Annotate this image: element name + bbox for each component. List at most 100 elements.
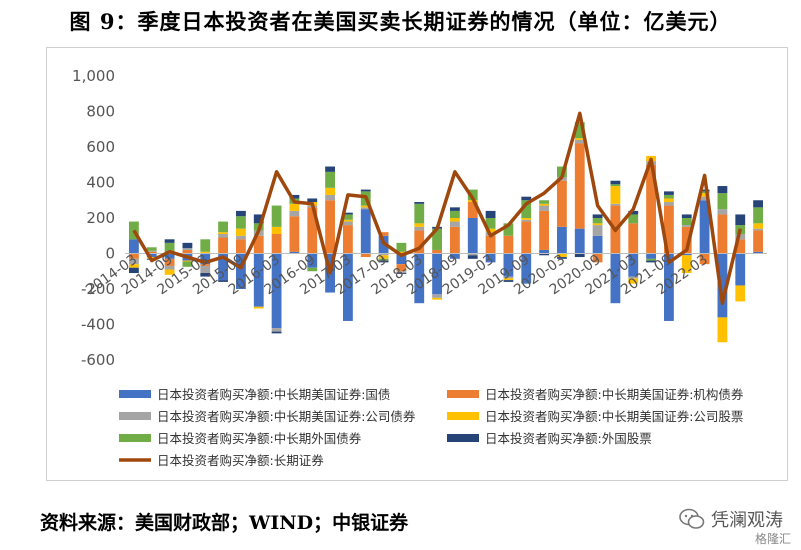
bar-segment (664, 198, 674, 203)
bar-segment (378, 253, 389, 256)
bar-segment (592, 225, 603, 236)
bar-segment (485, 210, 496, 218)
bar-segment (164, 269, 175, 275)
bar-segment (699, 200, 710, 254)
bar-segment (592, 214, 603, 218)
bar-segment (218, 237, 228, 254)
bar-segment (735, 214, 746, 226)
bar-segment (521, 200, 532, 218)
bar-segment (521, 253, 532, 284)
bar-segment (146, 253, 157, 258)
bar-segment (735, 239, 746, 254)
bar-segment (164, 242, 175, 254)
bar-segment (664, 205, 674, 254)
bar-segment (610, 253, 621, 304)
bar-segment (200, 265, 211, 274)
bar-segment (681, 253, 692, 256)
bar-segment (289, 251, 300, 254)
bar-segment (646, 164, 656, 254)
bar-segment (717, 253, 728, 318)
legend-swatch (447, 390, 479, 398)
bar-segment (236, 210, 246, 217)
legend-label: 日本投资者购买净额:外国股票 (485, 431, 652, 446)
bar-segment (164, 258, 175, 266)
bar-segment (236, 253, 246, 289)
bar-segment (699, 189, 710, 192)
bar-segment (664, 194, 674, 199)
bar-segment (450, 218, 460, 222)
bar-segment (218, 280, 228, 282)
bar-segment (681, 218, 692, 226)
bar-segment (557, 253, 567, 258)
legend-swatch (447, 434, 479, 442)
y-tick-label: 400 (86, 174, 115, 192)
legend-label: 日本投资者购买净额:中长期美国证券:公司股票 (485, 409, 743, 424)
bar-segment (360, 189, 371, 192)
bar-segment (467, 218, 478, 254)
legend-label: 日本投资者购买净额:中长期美国证券:国债 (157, 387, 390, 402)
bar-segment (717, 209, 728, 215)
bar-segment (574, 143, 585, 229)
bar-segment (414, 203, 425, 224)
bar-segment (521, 218, 532, 220)
bar-segment (628, 253, 639, 277)
bar-segment (503, 223, 514, 236)
bar-segment (146, 247, 157, 251)
legend-swatch (119, 434, 151, 442)
bar-segment (432, 249, 442, 254)
legend-label: 日本投资者购买净额:中长期美国证券:公司债券 (157, 409, 416, 424)
bar-segment (253, 306, 264, 309)
bar-segment (307, 198, 318, 203)
y-tick-label: -600 (81, 351, 115, 369)
stacked-bar-line-chart: -600-400-20002004006008001,0002014-03201… (72, 67, 767, 468)
bar-segment (396, 253, 407, 265)
bar-segment (253, 214, 264, 224)
bar-segment (681, 225, 692, 227)
bar-segment (396, 264, 407, 272)
bar-segment (343, 253, 353, 321)
bar-segment (129, 239, 139, 254)
bar-segment (735, 233, 746, 240)
bar-segment (628, 276, 639, 279)
bar-segment (218, 253, 228, 281)
chart-title: 图 9：季度日本投资者在美国买卖长期证券的情况（单位：亿美元） (69, 9, 732, 34)
bar-segment (432, 297, 442, 300)
y-tick-label: -400 (81, 316, 115, 334)
bar-segment (539, 210, 549, 250)
bar-segment (325, 194, 335, 201)
bar-segment (200, 273, 211, 277)
bar-segment (753, 230, 763, 252)
bar-segment (450, 210, 460, 218)
bar-segment (664, 253, 674, 321)
bar-segment (307, 267, 318, 272)
bar-segment (628, 223, 639, 254)
bar-segment (271, 226, 282, 234)
bar-segment (360, 253, 371, 258)
bar-segment (164, 265, 175, 270)
bar-segment (253, 253, 264, 307)
legend-label: 日本投资者购买净额:中长期美国证券:机构债券 (485, 387, 744, 402)
bar-segment (664, 191, 674, 195)
bar-segment (521, 221, 532, 254)
bar-segment (450, 207, 460, 211)
bar-segment (432, 294, 442, 298)
bar-segment (289, 210, 300, 217)
bar-segment (271, 328, 282, 332)
bar-segment (378, 260, 389, 263)
wechat-icon (679, 508, 705, 529)
bar-segment (325, 187, 335, 195)
bar-segment (664, 202, 674, 206)
bar-segment (539, 253, 549, 256)
bar-segment (699, 191, 710, 194)
y-tick-label: -200 (81, 280, 115, 298)
bar-segment (414, 253, 425, 304)
bar-segment (236, 239, 246, 254)
y-tick-label: 200 (86, 209, 115, 227)
bar-segment (414, 226, 425, 231)
bar-segment (753, 223, 763, 229)
bar-segment (182, 248, 193, 250)
bar-segment (271, 331, 282, 334)
bar-segment (289, 216, 300, 252)
bar-segment (396, 273, 407, 274)
bar-segment (378, 258, 389, 261)
